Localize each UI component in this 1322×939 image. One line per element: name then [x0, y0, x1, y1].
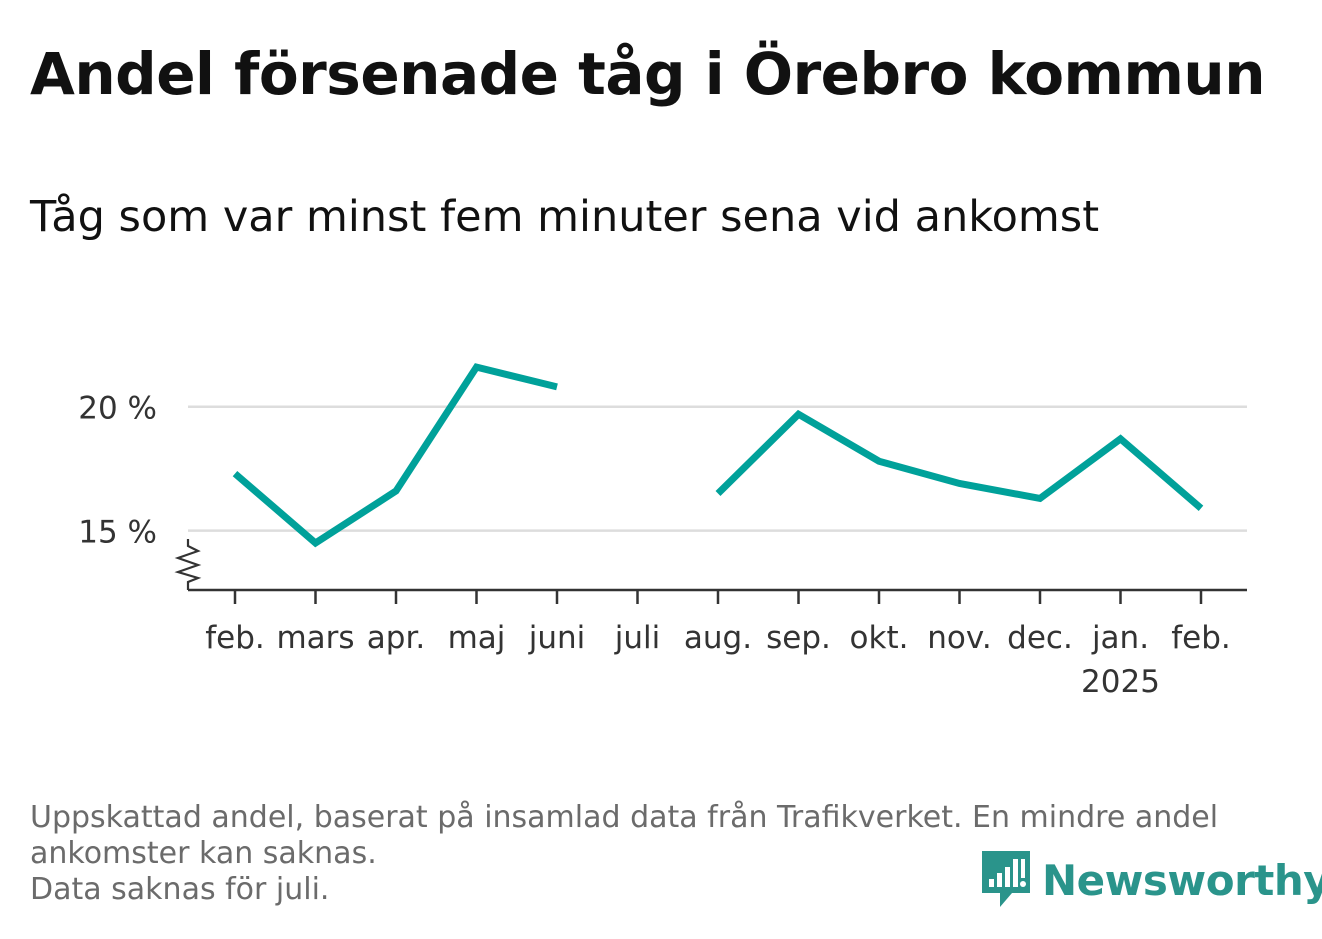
- x-tick-label: feb.: [205, 620, 265, 656]
- y-tick-label: 15 %: [78, 515, 157, 551]
- chart-title: Andel försenade tåg i Örebro kommun: [30, 40, 1266, 108]
- x-tick-label: dec.: [1007, 620, 1073, 656]
- grid-lines: [188, 405, 1247, 532]
- x-tick-label: sep.: [766, 620, 831, 656]
- x-axis: [174, 539, 1247, 604]
- series-layer: [232, 363, 1204, 548]
- axis-labels: 15 % 20 % feb. mars apr. maj juni juli aug. sep. o…: [78, 391, 1231, 700]
- x-tick-label: nov.: [927, 620, 991, 656]
- footnote: Uppskattad andel, baserat på insamlad da…: [30, 800, 1280, 908]
- newsworthy-logo-icon: [982, 851, 1030, 907]
- x-tick-label: aug.: [684, 620, 752, 656]
- footnote-line-2: ankomster kan saknas.: [30, 836, 377, 871]
- x-tick-label: jan.: [1091, 620, 1149, 656]
- x-year-label: 2025: [1081, 664, 1160, 700]
- x-tick-label: juni: [528, 620, 586, 656]
- series-line-segment-2: [715, 409, 1204, 511]
- y-tick-label: 20 %: [78, 391, 157, 427]
- chart-subtitle: Tåg som var minst fem minuter sena vid a…: [30, 192, 1100, 242]
- x-tick-label: maj: [448, 620, 506, 656]
- line-chart: 15 % 20 % feb. mars apr. maj juni juli aug. sep. o…: [78, 363, 1247, 700]
- brand-name: Newsworthy: [1042, 855, 1322, 905]
- x-tick-label: apr.: [367, 620, 425, 656]
- x-tick-label: okt.: [850, 620, 909, 656]
- x-tick-label: mars: [276, 620, 354, 656]
- brand-logo: Newsworthy: [980, 848, 1322, 912]
- axis-break-mark: [174, 539, 202, 590]
- footnote-line-3: Data saknas för juli.: [30, 872, 330, 907]
- x-tick-label: feb.: [1171, 620, 1231, 656]
- footnote-line-1: Uppskattad andel, baserat på insamlad da…: [30, 800, 1219, 835]
- series-line-segment-1: [232, 363, 558, 548]
- x-tick-label: juli: [614, 620, 661, 656]
